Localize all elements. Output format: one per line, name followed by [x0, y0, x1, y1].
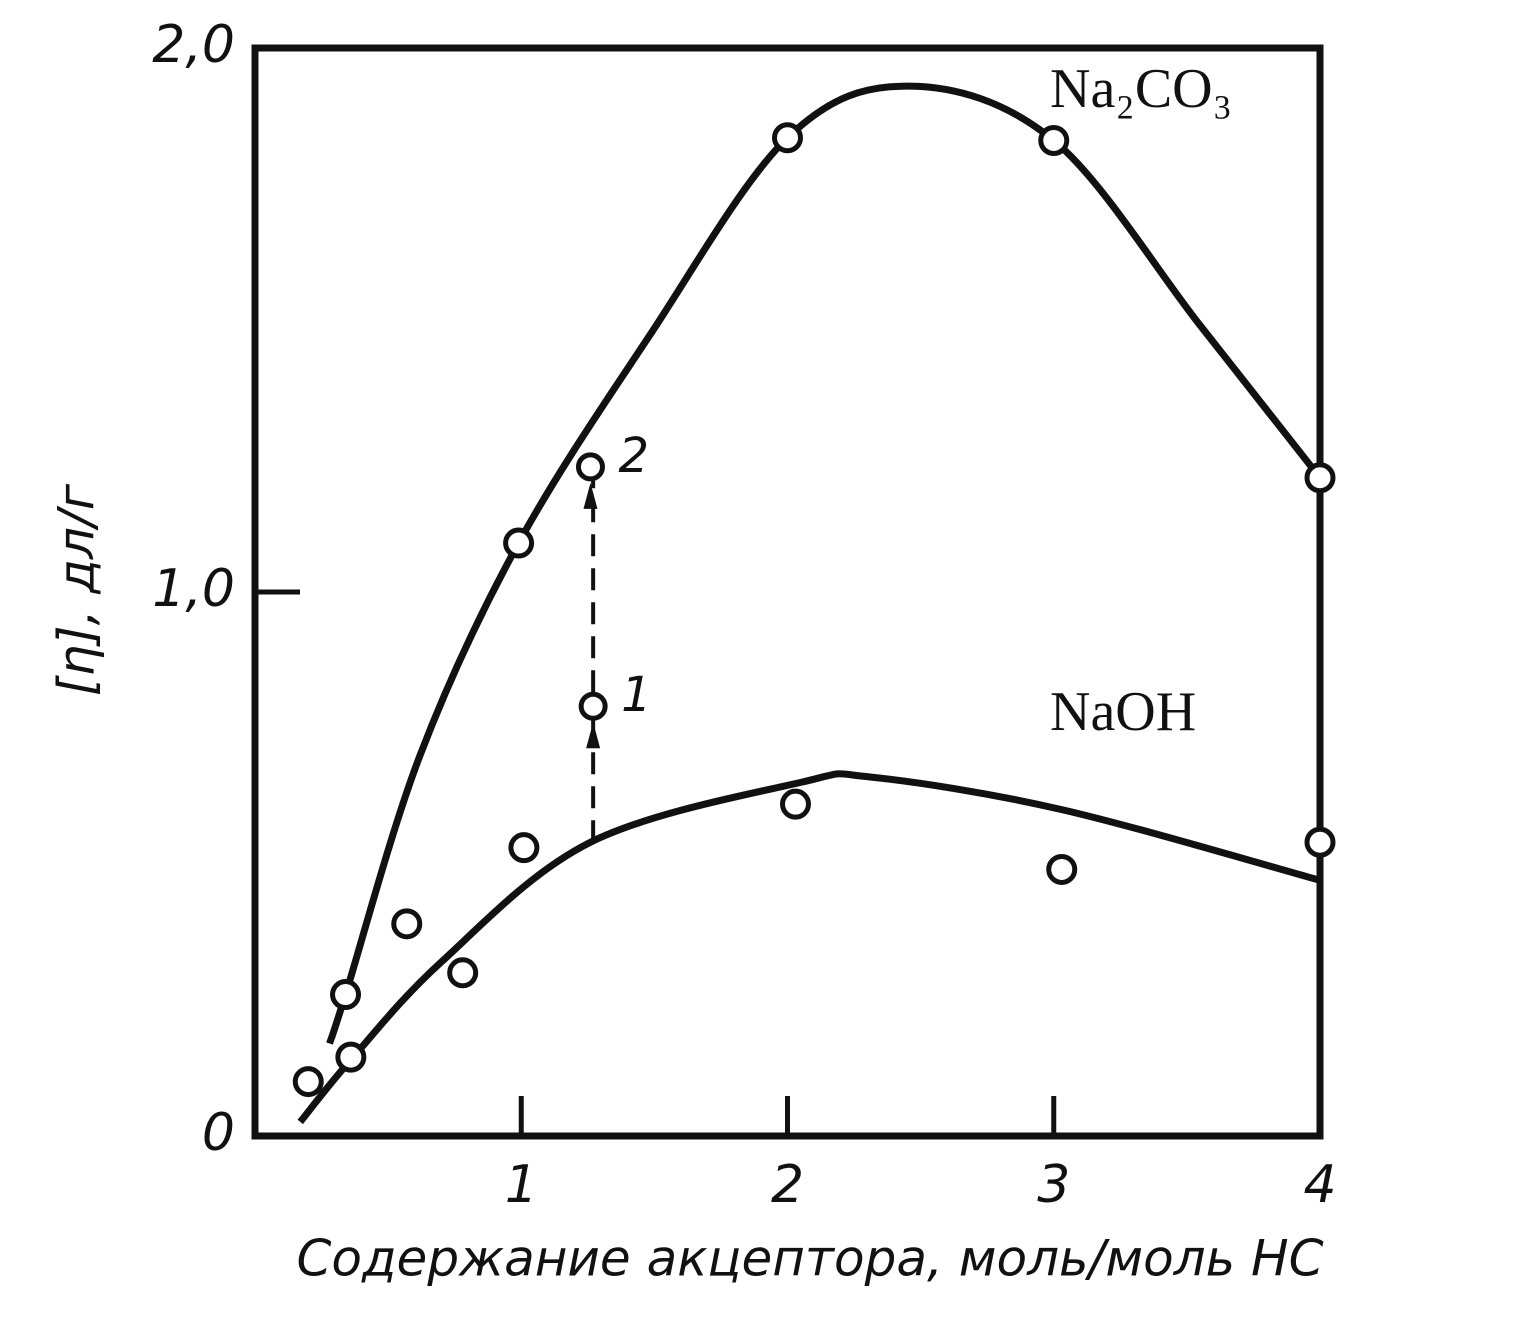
arrow-head: [586, 722, 601, 749]
y-axis-label: [η], дл/г: [48, 483, 106, 696]
series-label: NaOH: [1050, 681, 1196, 743]
data-point: [1304, 826, 1336, 858]
data-point: [1038, 124, 1070, 156]
data-point: [1304, 462, 1336, 494]
y-tick-label: 2,0: [152, 15, 235, 75]
x-tick-label: 4: [1303, 1155, 1336, 1215]
data-point: [335, 1041, 367, 1073]
y-tick-label: 0: [202, 1103, 235, 1163]
x-axis-label: Содержание акцептора, моль/моль НС: [296, 1230, 1323, 1288]
data-point: [292, 1066, 324, 1098]
annotation-point: [578, 691, 608, 721]
data-point: [330, 979, 362, 1011]
arrow-head: [583, 482, 598, 509]
x-tick-label: 2: [771, 1155, 804, 1215]
annotation-label: 2: [618, 428, 649, 484]
annotation-point: [575, 452, 605, 482]
data-point: [772, 122, 803, 154]
plot-frame: [251, 44, 1324, 1140]
fit-curve: [326, 82, 1323, 1045]
series-label: Na₂CO₃: [1050, 58, 1232, 120]
data-point: [503, 527, 535, 559]
data-point: [447, 957, 479, 989]
y-tick-label: 1,0: [152, 559, 235, 619]
x-tick-label: 1: [505, 1155, 538, 1215]
x-tick-label: 3: [1037, 1155, 1070, 1215]
data-point: [508, 832, 540, 864]
annotation-label: 1: [621, 667, 652, 723]
fit-curve: [297, 770, 1321, 1125]
data-point: [779, 788, 811, 820]
data-point: [1046, 853, 1078, 885]
data-point: [391, 908, 423, 940]
